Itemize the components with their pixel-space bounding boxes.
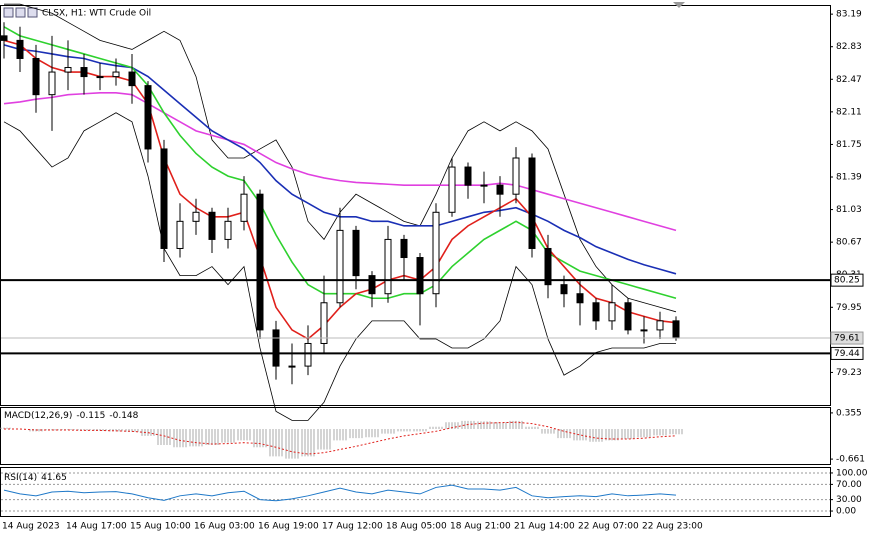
candle-body [192,211,200,222]
level-label: 79.44 [834,349,860,359]
candle-body [672,320,680,339]
moving-average [3,92,677,232]
y-tick-label: 83.19 [836,10,862,20]
y-tick-label: 79.95 [836,303,862,313]
candle-body [512,157,520,195]
bollinger-band [3,112,676,421]
chart-title: CLSX, H1: WTI Crude Oil [42,9,151,19]
candle-body [576,293,584,304]
level-box [830,346,864,360]
x-tick-label: 15 Aug 10:00 [130,522,191,532]
candle-body [480,184,488,187]
y-tick-label: 82.11 [836,107,862,117]
candle-body [64,67,72,73]
price-box [830,331,864,345]
x-tick-label: 16 Aug 03:00 [194,522,255,532]
x-tick-label: 14 Aug 2023 [2,522,60,532]
candle-body [624,302,632,331]
candle-body [144,85,152,150]
scroll-marker [673,2,685,8]
candle-body [96,76,104,79]
candle-body [592,302,600,322]
rsi-panel [0,467,831,517]
candle-body [112,71,120,78]
candle-body [128,71,136,87]
y-tick-label: 81.39 [836,173,862,183]
candle-body [464,166,472,186]
price-label: 79.61 [834,334,860,344]
candle-body [208,211,216,240]
candle-body [496,184,504,195]
candle-body [32,57,40,96]
level-label: 80.25 [834,276,860,286]
rsi-label-part: 41.65 [41,473,67,483]
y-tick-label: 0.355 [836,408,862,418]
main-panel [0,5,831,406]
y-tick-label: 30.00 [836,495,862,505]
rsi-label: RSI(14) 41.65 [4,473,67,483]
macd-label-part: -0.148 [109,411,138,421]
x-tick-label: 21 Aug 14:00 [514,522,575,532]
candle-body [448,166,456,213]
y-tick-label: 70.00 [836,480,862,490]
candle-body [224,220,232,240]
x-tick-label: 16 Aug 19:00 [258,522,319,532]
macd-label-part: MACD(12,26,9) [4,411,72,421]
candle-body [256,193,264,331]
y-tick-label: -0.661 [836,455,865,465]
y-tick-label: 0.00 [836,507,856,517]
y-tick-label: 82.47 [836,75,862,85]
candle-body [160,148,168,249]
level-box [830,273,864,287]
icon [3,7,14,18]
candle-body [432,211,440,295]
candle-body [544,247,552,286]
y-tick-label: 100.00 [836,468,868,478]
candle-body [240,193,248,222]
icon [27,7,38,18]
x-tick-label: 17 Aug 12:00 [322,522,383,532]
y-tick-label: 80.67 [836,238,862,248]
y-tick-label: 82.83 [836,42,862,52]
candle-body [352,229,360,277]
candle-body [400,238,408,259]
candle-body [16,39,24,59]
x-tick-label: 18 Aug 21:00 [450,522,511,532]
macd-label-part: -0.115 [76,411,105,421]
rsi-label-part: RSI(14) [4,473,37,483]
rsi-line [3,484,677,502]
candle-body [80,67,88,78]
x-tick-label: 22 Aug 07:00 [578,522,639,532]
y-tick-label: 81.03 [836,205,862,215]
candle-body [416,257,424,295]
candle-body [0,35,8,41]
candle-body [368,275,376,295]
y-tick-label: 79.23 [836,368,862,378]
candle-body [320,302,328,344]
macd-label: MACD(12,26,9) -0.115 -0.148 [4,411,139,421]
candle-body [304,342,312,367]
x-tick-label: 14 Aug 17:00 [66,522,127,532]
candle-body [176,220,184,249]
macd-signal [4,421,677,455]
candle-body [656,320,664,331]
x-tick-label: 18 Aug 05:00 [386,522,447,532]
candle-body [528,157,536,249]
icon [15,7,26,18]
candle-body [48,71,56,96]
candle-body [608,302,616,322]
candle-body [640,329,648,332]
candle-body [288,365,296,368]
candle-body [560,284,568,295]
candle-body [384,238,392,295]
candle-body [272,329,280,367]
x-tick-label: 22 Aug 23:00 [642,522,703,532]
y-tick-label: 81.75 [836,140,862,150]
candle-body [336,229,344,304]
macd-panel [0,407,831,465]
